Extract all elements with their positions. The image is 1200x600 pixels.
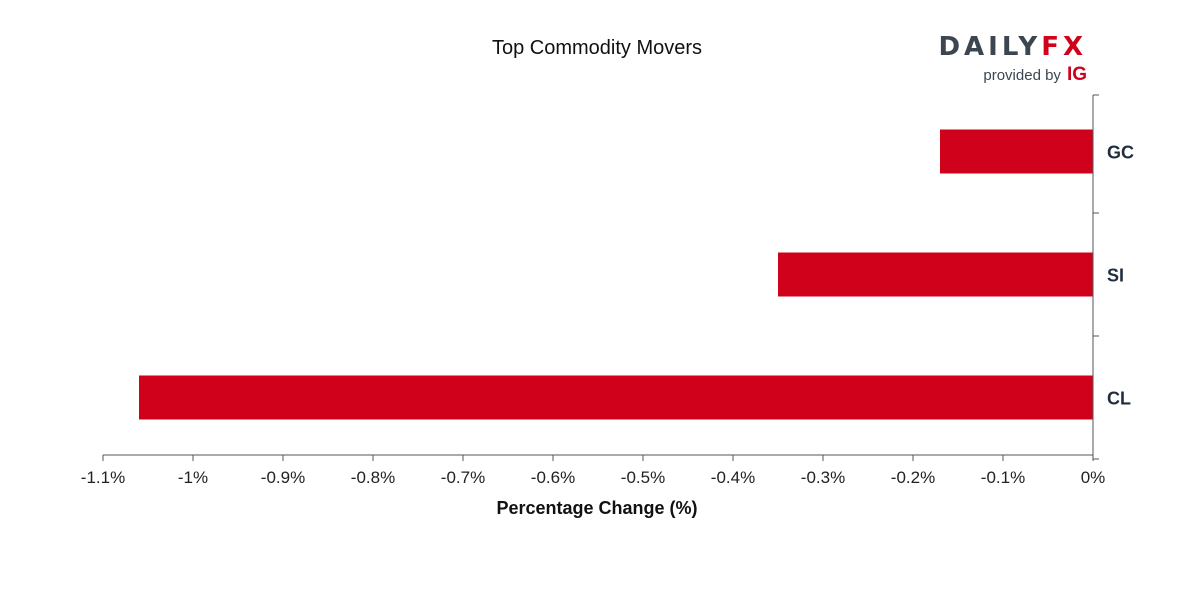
bar-cl (139, 375, 1093, 420)
brand-provided-by: provided by IG (983, 64, 1087, 85)
x-tick-label: -0.9% (261, 468, 305, 487)
category-label-si: SI (1107, 266, 1124, 286)
brand-name-dark: DAILY (938, 32, 1041, 62)
x-tick-label: -0.4% (711, 468, 755, 487)
brand-wordmark: DAILYFX (938, 32, 1087, 62)
brand-ig: IG (1067, 64, 1087, 85)
chart-title: Top Commodity Movers (492, 37, 702, 59)
brand-logo: DAILYFX provided by IG (938, 32, 1087, 85)
category-label-cl: CL (1107, 389, 1131, 409)
x-tick-label: -0.3% (801, 468, 845, 487)
x-tick-label: -0.5% (621, 468, 665, 487)
brand-provided-text: provided by (983, 67, 1061, 84)
axes-layer: GC SI CL -1.1% -1% -0.9% -0.8% -0.7% -0.6% -0.5% -… (81, 94, 1134, 487)
x-tick-label: 0% (1081, 468, 1106, 487)
x-tick-label: -1% (178, 468, 208, 487)
x-tick-label: -1.1% (81, 468, 125, 487)
x-axis-title: Percentage Change (%) (496, 498, 697, 518)
x-tick-label: -0.7% (441, 468, 485, 487)
bar-gc (940, 129, 1093, 174)
x-tick-label: -0.6% (531, 468, 575, 487)
bars-layer (139, 129, 1093, 420)
x-tick-label: -0.1% (981, 468, 1025, 487)
x-tick-label: -0.2% (891, 468, 935, 487)
category-label-gc: GC (1107, 143, 1134, 163)
x-tick-label: -0.8% (351, 468, 395, 487)
brand-name-accent: FX (1041, 32, 1087, 62)
bar-si (778, 252, 1093, 297)
